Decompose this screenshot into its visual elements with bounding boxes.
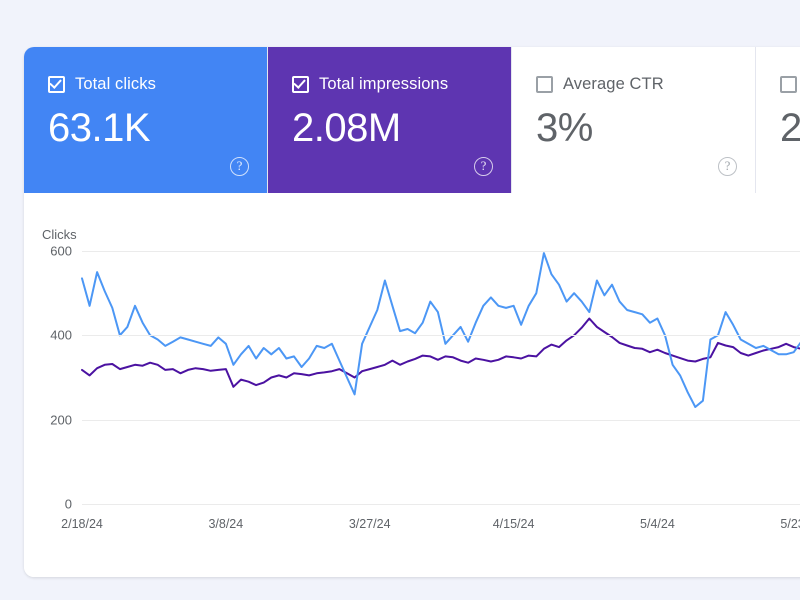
tab-label: Average CTR (563, 74, 664, 93)
series-line (81, 317, 800, 388)
y-axis-tick-label: 200 (50, 412, 72, 428)
x-axis-tick-label: 4/15/24 (492, 517, 535, 531)
tab-total-clicks[interactable]: Total clicks 63.1K ? (24, 47, 268, 193)
x-axis-tick-label: 5/23/24 (780, 517, 800, 531)
tab-header: Average position (780, 73, 800, 95)
tab-value: 63.1K (48, 106, 151, 150)
help-icon[interactable]: ? (230, 157, 249, 176)
gridline (82, 335, 800, 337)
gridline (82, 504, 800, 505)
tab-label: Total clicks (75, 74, 156, 93)
y-axis-tick-label: 600 (50, 243, 72, 259)
checkbox-checked-icon[interactable] (48, 75, 65, 93)
y-axis-tick-label: 400 (50, 327, 72, 343)
x-axis-tick-label: 3/27/24 (348, 517, 391, 531)
chart-plot-area[interactable]: 0 200 400 600 2/18/24 3/8/24 3/27/24 4/15/24 5/4… (50, 244, 800, 531)
help-icon[interactable]: ? (474, 157, 493, 176)
checkbox-unchecked-icon[interactable] (780, 75, 797, 93)
tab-average-ctr[interactable]: Average CTR 3% ? (512, 47, 756, 193)
gridline (82, 251, 800, 252)
chart-series-lines (81, 252, 800, 408)
metric-tabs: Total clicks 63.1K ? Total impressions 2… (24, 47, 800, 193)
tab-value: 2.08M (292, 106, 401, 150)
tab-header: Total clicks (48, 73, 245, 95)
tab-header: Average CTR (536, 73, 733, 95)
help-icon[interactable]: ? (718, 157, 737, 176)
x-axis-tick-label: 3/8/24 (208, 517, 244, 531)
checkbox-unchecked-icon[interactable] (536, 75, 553, 93)
series-line (81, 252, 800, 408)
tab-value: 2 (780, 106, 800, 150)
checkbox-checked-icon[interactable] (292, 75, 309, 93)
x-axis-tick-label: 2/18/24 (61, 517, 103, 531)
performance-card: Total clicks 63.1K ? Total impressions 2… (24, 47, 800, 577)
tab-value: 3% (536, 106, 593, 150)
tab-header: Total impressions (292, 73, 489, 95)
x-axis-tick-label: 5/4/24 (640, 517, 675, 531)
y-axis-title: Clicks (42, 227, 77, 242)
tab-label: Total impressions (319, 74, 449, 93)
tab-average-position[interactable]: Average position 2 ? (756, 47, 800, 193)
gridline (82, 419, 800, 421)
performance-chart: Clicks 0 200 400 600 2/18/24 3/8/24 3/27/24 4/1… (24, 193, 800, 577)
y-axis-tick-label: 0 (64, 496, 72, 512)
tab-total-impressions[interactable]: Total impressions 2.08M ? (268, 47, 512, 193)
